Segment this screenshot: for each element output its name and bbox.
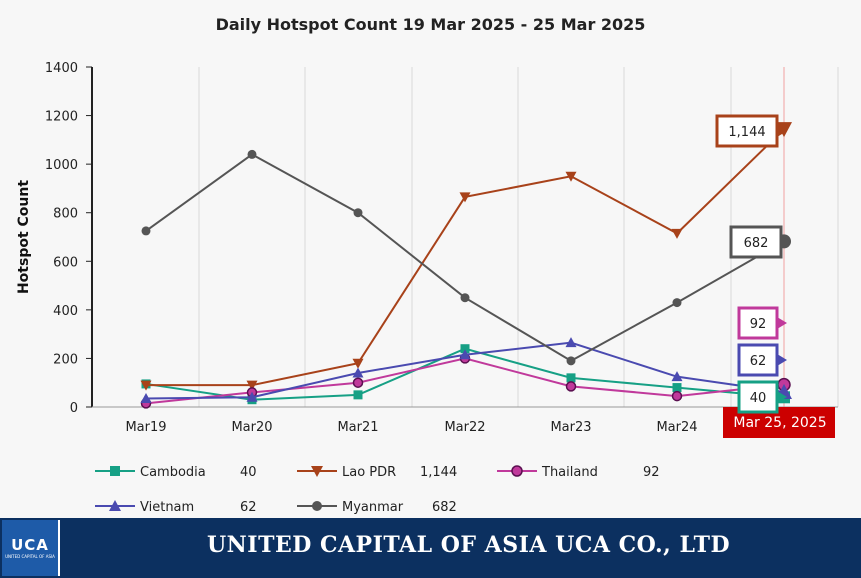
data-point [459, 192, 471, 203]
callout-pointer [777, 391, 787, 403]
callout-box [737, 380, 779, 414]
data-point [353, 208, 363, 218]
x-tick-label: Mar 25, 2025 [733, 415, 826, 431]
data-point [671, 371, 683, 382]
y-axis-title: Hotspot Count [16, 180, 32, 294]
data-point [565, 171, 577, 182]
data-point [460, 344, 470, 354]
callout-pointer [777, 125, 787, 137]
x-tick-label: Mar19 [125, 420, 166, 435]
data-point [672, 383, 682, 393]
data-point [460, 293, 470, 303]
data-point [246, 380, 258, 391]
legend-marker [110, 466, 120, 476]
callout-pointer [777, 317, 787, 329]
callout-value: 682 [744, 236, 769, 251]
legend-value: 92 [643, 465, 660, 480]
data-point [246, 391, 258, 402]
y-tick-label: 800 [53, 207, 78, 222]
legend-label: Myanmar [342, 500, 404, 515]
data-point [459, 349, 471, 360]
data-point [672, 298, 682, 308]
company-name: UNITED CAPITAL OF ASIA UCA CO., LTD [207, 532, 731, 558]
legend-value: 40 [240, 465, 257, 480]
x-tick-label: Mar22 [444, 420, 485, 435]
callout-value: 40 [750, 391, 767, 406]
callout-box [737, 306, 779, 340]
company-logo: UCA UNITED CAPITAL OF ASIA [2, 520, 60, 576]
data-point [671, 390, 683, 402]
logo-mark: UCA [11, 536, 49, 554]
legend-label: Vietnam [140, 500, 194, 515]
data-point [247, 149, 257, 159]
data-point [352, 358, 364, 369]
chart-title: Daily Hotspot Count 19 Mar 2025 - 25 Mar… [215, 15, 646, 34]
legend-marker [109, 500, 121, 511]
legend-marker [511, 465, 523, 477]
footer-banner: UCA UNITED CAPITAL OF ASIA UNITED CAPITA… [0, 518, 861, 578]
series-line [145, 153, 785, 363]
x-tick-label: Mar24 [656, 420, 697, 435]
legend-marker [311, 466, 323, 477]
callout-pointer [777, 354, 787, 366]
logo-subtext: UNITED CAPITAL OF ASIA [5, 554, 55, 559]
y-tick-label: 400 [53, 304, 78, 319]
callout-value: 92 [750, 317, 767, 332]
callout-box [715, 114, 779, 148]
data-point [352, 377, 364, 388]
y-tick-label: 1000 [45, 158, 78, 173]
callout-value: 62 [750, 354, 767, 369]
legend-value: 62 [240, 500, 257, 515]
x-tick-label: Mar23 [550, 420, 591, 435]
y-tick-label: 200 [53, 352, 78, 367]
data-point [565, 337, 577, 348]
x-tick-label: Mar21 [337, 420, 378, 435]
data-point [566, 356, 576, 366]
line-chart: 0 200 400 600 800 1000 1200 1400 Hotspot Count Ma… [16, 61, 839, 515]
legend-value: 1,144 [420, 465, 457, 480]
data-point [353, 390, 363, 400]
data-point [141, 226, 151, 236]
data-point [565, 381, 577, 392]
callout-value: 1,144 [728, 125, 765, 140]
legend-label: Thailand [541, 465, 598, 480]
y-tick-label: 0 [70, 401, 78, 416]
data-point [671, 228, 683, 239]
callout-pointer [781, 236, 791, 248]
data-point [140, 380, 152, 391]
y-tick-label: 1200 [45, 110, 78, 125]
y-tick-label: 600 [53, 255, 78, 270]
data-point [566, 373, 576, 383]
data-point [140, 393, 152, 403]
x-tick-label: Mar20 [231, 420, 272, 435]
legend-label: Lao PDR [342, 465, 396, 480]
legend-marker [312, 501, 322, 511]
legend-value: 682 [432, 500, 457, 515]
chart-area: Daily Hotspot Count 19 Mar 2025 - 25 Mar… [16, 15, 839, 515]
callout-box [737, 343, 779, 377]
data-point [352, 367, 364, 378]
y-tick-label: 1400 [45, 61, 78, 76]
legend-label: Cambodia [140, 465, 206, 480]
callout-box [729, 225, 783, 259]
